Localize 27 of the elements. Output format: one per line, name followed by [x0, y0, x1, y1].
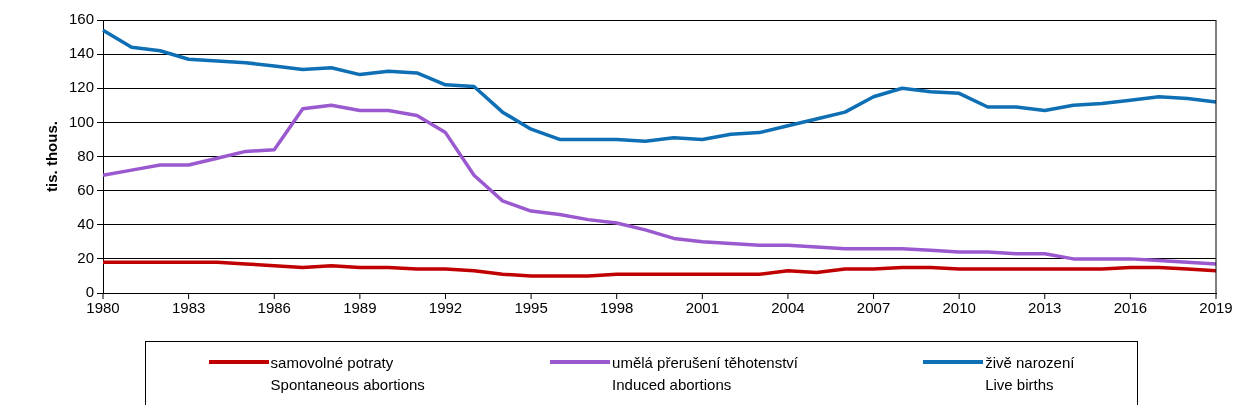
- x-tick-label: 1998: [600, 298, 634, 316]
- x-tick-label: 1980: [86, 298, 120, 316]
- x-tick-label: 2013: [1028, 298, 1062, 316]
- x-tick-label: 1983: [171, 298, 206, 316]
- x-tick-label: 2016: [1113, 298, 1148, 316]
- y-tick-label: 60: [77, 180, 95, 198]
- legend-label: živě narození Live births: [985, 353, 1075, 395]
- x-tick-label: 2004: [771, 298, 805, 316]
- x-tick-label: 1986: [257, 298, 291, 316]
- x-tick-label: 2010: [942, 298, 976, 316]
- y-tick-label: 20: [77, 249, 95, 267]
- legend-label: umělá přerušení těhotenství Induced abortions: [612, 353, 798, 395]
- y-tick-label: 160: [69, 10, 95, 28]
- x-tick-label: 2001: [685, 298, 720, 316]
- y-tick-label: 80: [77, 146, 95, 164]
- x-tick-label: 2019: [1199, 298, 1233, 316]
- x-tick-label: 1992: [428, 298, 463, 316]
- x-tick-label: 1989: [343, 298, 377, 316]
- x-tick-label: 1995: [514, 298, 548, 316]
- y-tick-label: 40: [77, 214, 95, 232]
- y-tick-label: 100: [69, 112, 95, 130]
- y-tick-label: 0: [85, 283, 95, 301]
- y-axis-title: tis. thous.: [43, 121, 61, 192]
- legend-label: samovolné potraty Spontaneous abortions: [270, 353, 425, 395]
- y-tick-label: 120: [69, 78, 95, 96]
- x-tick-label: 2007: [856, 298, 891, 316]
- y-tick-label: 140: [69, 44, 95, 62]
